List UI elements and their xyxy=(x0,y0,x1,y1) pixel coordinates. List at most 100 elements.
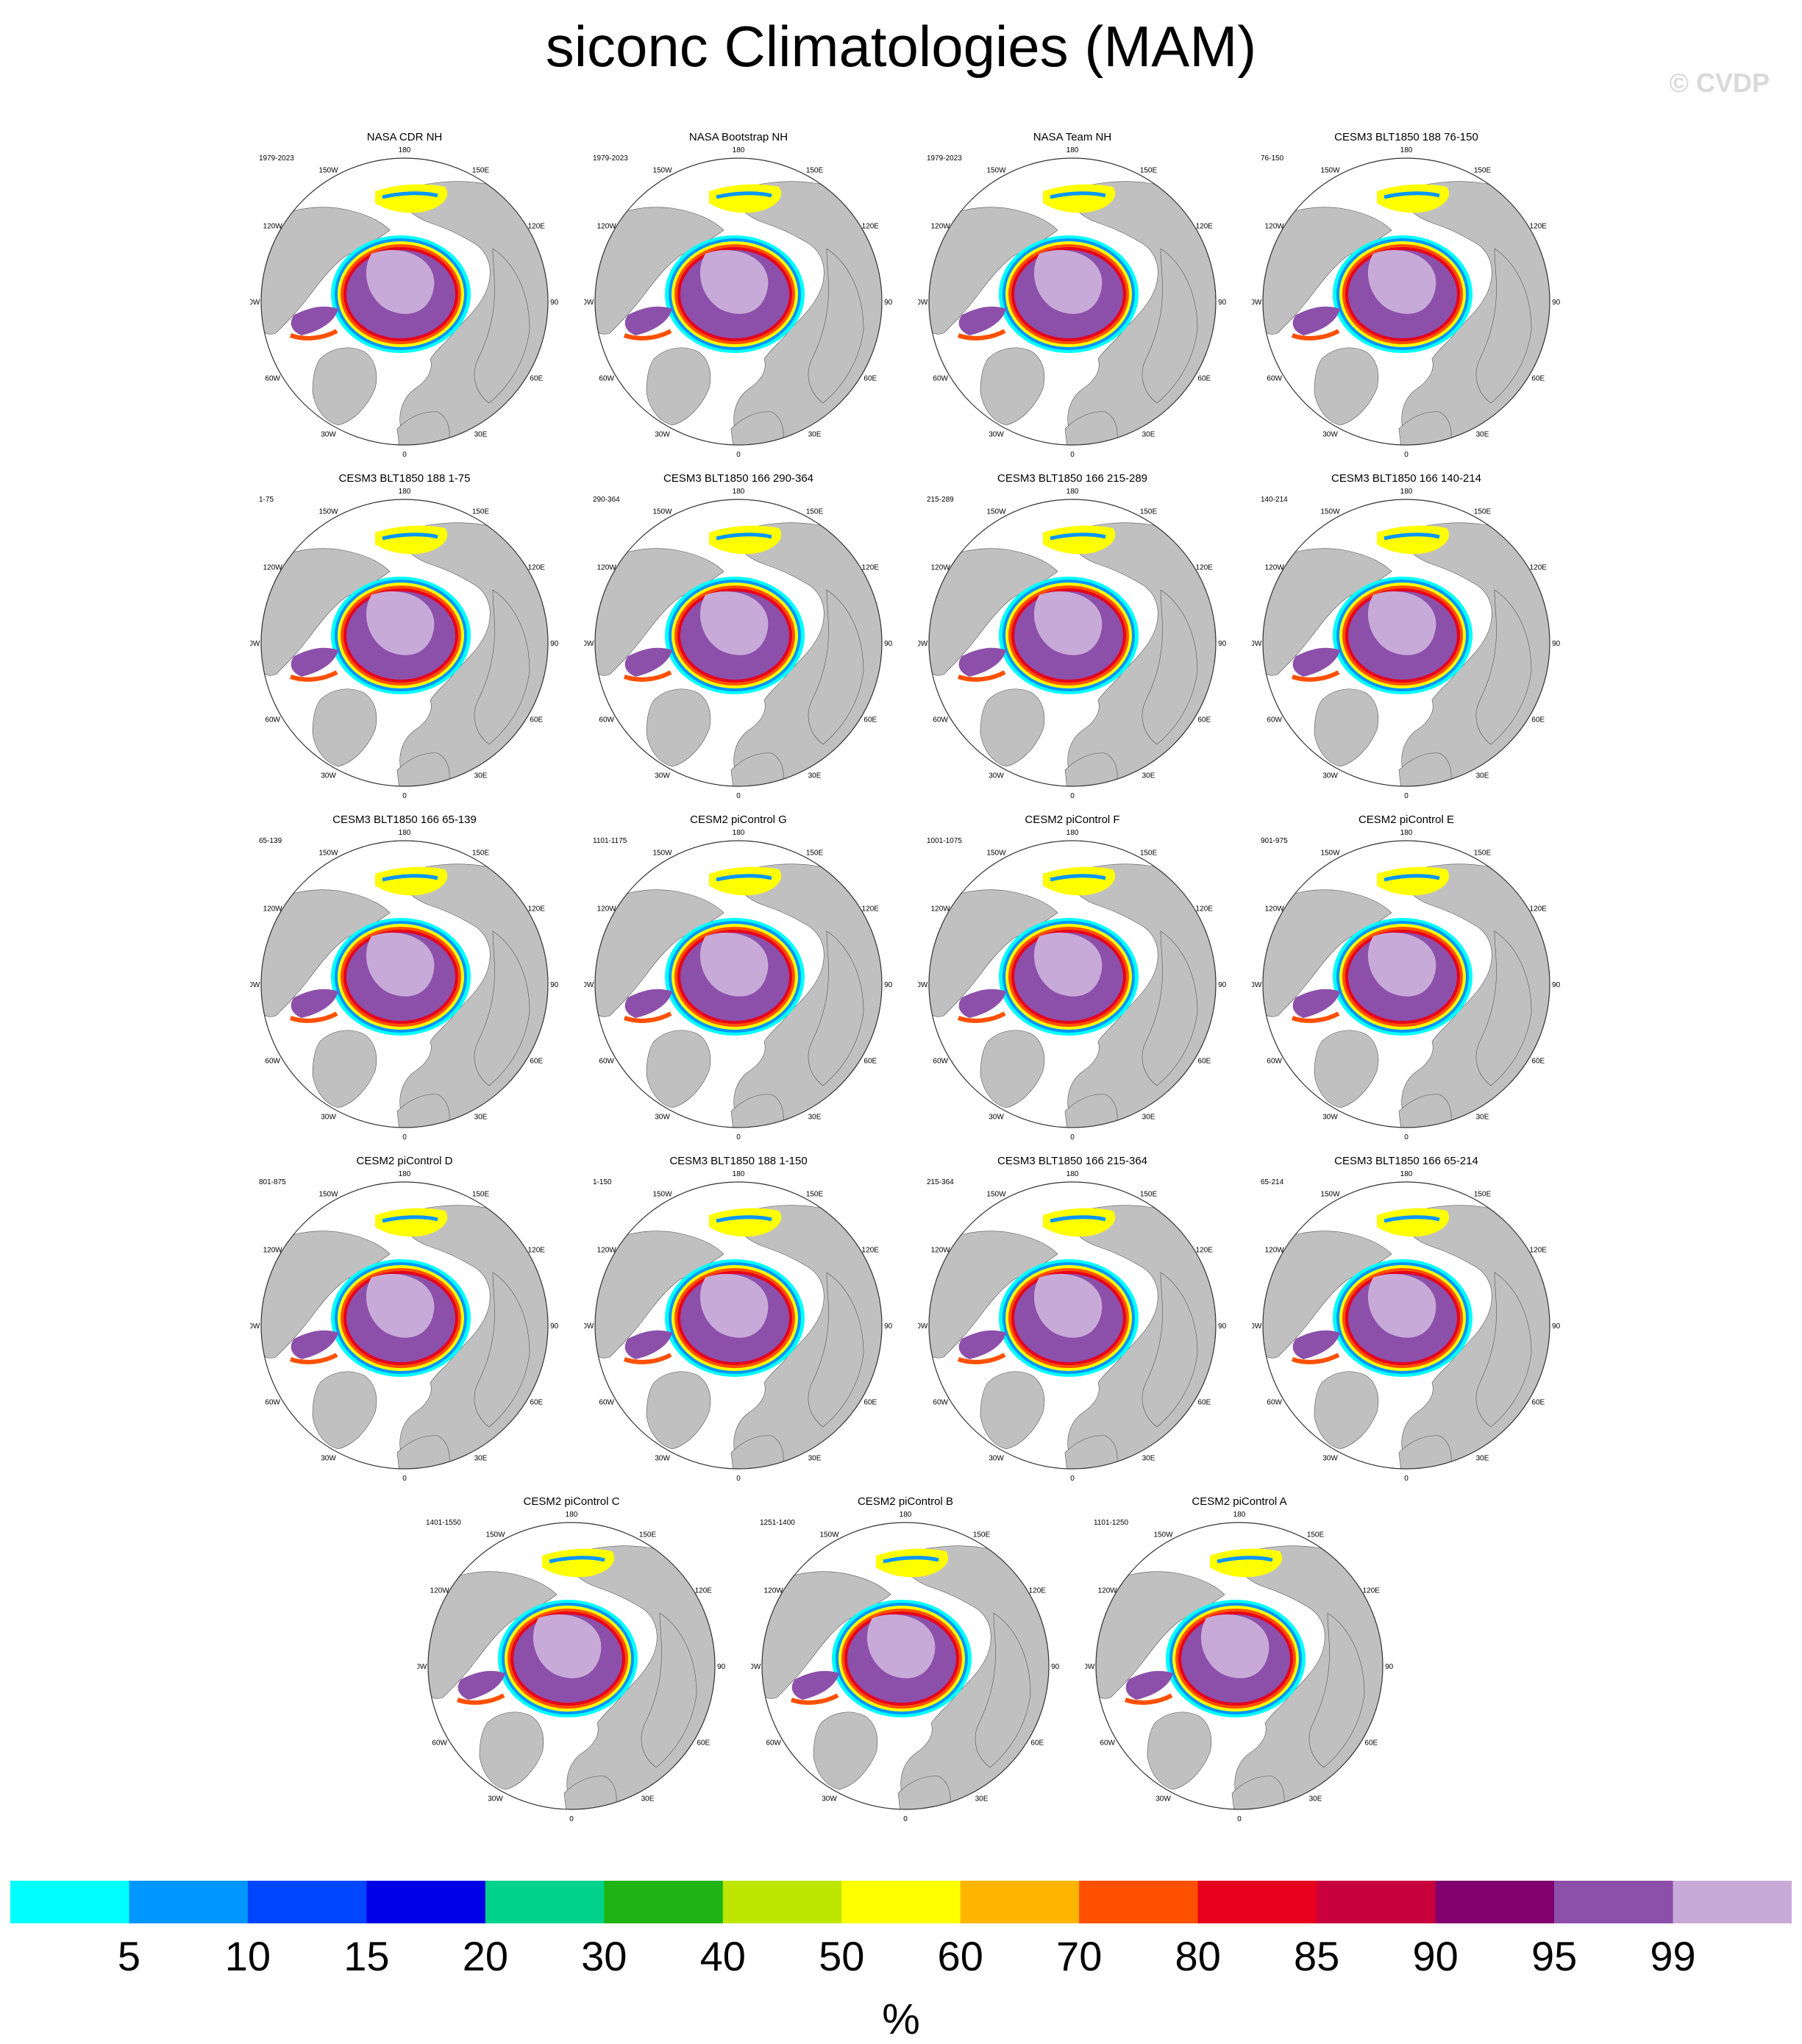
map-panel: CESM3 BLT1850 166 65-139 180 150E 120E 90E 60… xyxy=(250,813,559,1144)
polar-map: 180 150E 120E 90E 60E 30E 0 30W 60W 90W 120W 150W 14… xyxy=(417,1511,726,1823)
longitude-label: 150E xyxy=(472,167,490,175)
period-label: 1251-1400 xyxy=(760,1519,795,1527)
longitude-label: 30W xyxy=(655,430,670,438)
colorbar-swatch xyxy=(722,1881,842,1923)
longitude-label: 120W xyxy=(430,1587,450,1595)
polar-map: 180 150E 120E 90E 60E 30E 0 30W 60W 90W 120W 150W 76… xyxy=(1252,146,1561,459)
ice-pacific xyxy=(876,1548,949,1578)
polar-map: 180 150E 120E 90E 60E 30E 0 30W 60W 90W 120W 150W 11… xyxy=(584,829,893,1142)
longitude-label: 180 xyxy=(1400,1170,1413,1178)
longitude-label: 120W xyxy=(597,1247,617,1255)
ice-edge xyxy=(382,874,438,882)
land-mass xyxy=(1142,930,1198,1086)
ice-tongue xyxy=(791,1670,839,1700)
longitude-label: 90W xyxy=(584,1322,594,1331)
colorbar-tick-label: 60 xyxy=(938,1933,983,1979)
longitude-label: 120E xyxy=(528,905,546,914)
ice-edge xyxy=(716,191,772,199)
longitude-label: 0 xyxy=(903,1815,908,1823)
land-mass xyxy=(479,1712,544,1790)
longitude-label: 60W xyxy=(1267,716,1282,724)
period-label: 1001-1075 xyxy=(927,837,962,845)
land-mass xyxy=(929,889,1058,1017)
land-mass xyxy=(312,688,377,767)
longitude-label: 150W xyxy=(1320,1191,1340,1199)
longitude-label: 90W xyxy=(250,1322,260,1331)
polar-map: 180 150E 120E 90E 60E 30E 0 30W 60W 90W 120W 150W 65… xyxy=(250,829,559,1142)
longitude-label: 30W xyxy=(989,430,1004,438)
ice-edge xyxy=(1050,191,1106,199)
ice-pacific xyxy=(709,184,782,213)
longitude-label: 60W xyxy=(599,375,614,383)
ice-tongue xyxy=(457,1670,505,1700)
longitude-label: 0 xyxy=(569,1815,574,1823)
longitude-label: 150E xyxy=(639,1531,657,1539)
land-mass xyxy=(813,1712,878,1790)
longitude-label: 90E xyxy=(550,981,559,989)
longitude-label: 120E xyxy=(1530,564,1548,572)
land-mass xyxy=(595,1231,724,1358)
period-label: 140-214 xyxy=(1261,496,1288,504)
land-mass xyxy=(563,1776,617,1809)
longitude-label: 120E xyxy=(1196,223,1214,231)
page-title: siconc Climatologies (MAM) xyxy=(545,14,1257,79)
longitude-label: 60W xyxy=(933,1058,948,1066)
ice-edge xyxy=(716,1215,772,1223)
period-label: 290-364 xyxy=(593,496,620,504)
ice-edge xyxy=(1292,1011,1340,1023)
ice-edge xyxy=(624,670,672,682)
land-mass xyxy=(980,1030,1045,1108)
land-mass xyxy=(808,930,864,1086)
longitude-label: 120E xyxy=(1196,564,1214,572)
longitude-label: 90W xyxy=(250,640,260,648)
longitude-label: 120W xyxy=(1265,905,1285,914)
colorbar-tick-label: 70 xyxy=(1056,1933,1102,1979)
colorbar-tick-label: 30 xyxy=(581,1933,627,1979)
period-label: 1979-2023 xyxy=(927,154,962,163)
polar-map: 180 150E 120E 90E 60E 30E 0 30W 60W 90W 120W 150W 21… xyxy=(918,1170,1227,1483)
longitude-label: 60W xyxy=(1267,1399,1282,1407)
longitude-label: 60E xyxy=(1197,375,1211,383)
land-mass xyxy=(1398,752,1452,786)
land-mass xyxy=(897,1776,951,1809)
longitude-label: 120W xyxy=(597,564,617,572)
longitude-label: 60E xyxy=(1531,716,1545,724)
ice-core xyxy=(1033,933,1103,997)
polar-map: 180 150E 120E 90E 60E 30E 0 30W 60W 90W 120W 150W 1-… xyxy=(250,488,559,800)
longitude-label: 30E xyxy=(474,1113,488,1121)
ice-edge xyxy=(457,1693,505,1705)
land-mass xyxy=(1308,1612,1365,1768)
longitude-label: 90E xyxy=(1552,981,1561,989)
longitude-label: 120W xyxy=(1098,1587,1118,1595)
land-mass xyxy=(396,1094,450,1128)
longitude-label: 120E xyxy=(528,223,546,231)
ice-pacific xyxy=(1043,184,1116,213)
land-mass xyxy=(980,1371,1045,1450)
map-boundary xyxy=(260,157,549,446)
longitude-label: 180 xyxy=(733,829,745,837)
longitude-label: 60W xyxy=(933,716,948,724)
map-panel: CESM2 piControl G 180 150E 120E 90E 60E 30E 0 30… xyxy=(584,813,893,1144)
longitude-label: 120E xyxy=(1530,905,1548,914)
land-mass xyxy=(1064,1094,1118,1128)
panel-title: CESM2 piControl C xyxy=(523,1495,620,1508)
colorbar-swatch xyxy=(129,1881,249,1923)
ice-edge xyxy=(1050,874,1106,882)
longitude-label: 30E xyxy=(975,1795,989,1803)
panel-title: CESM3 BLT1850 166 290-364 xyxy=(663,472,814,485)
longitude-label: 150W xyxy=(986,1191,1006,1199)
longitude-label: 90W xyxy=(751,1663,761,1671)
polar-map: 180 150E 120E 90E 60E 30E 0 30W 60W 90W 120W 150W 11… xyxy=(1085,1511,1394,1823)
ice-edge xyxy=(290,329,338,341)
ice-core xyxy=(366,933,435,997)
ice-pacific xyxy=(375,1208,448,1237)
longitude-label: 150W xyxy=(652,167,672,175)
panel-title: CESM2 piControl D xyxy=(356,1155,453,1167)
colorbar-swatch xyxy=(1197,1881,1317,1923)
longitude-label: 120E xyxy=(862,905,880,914)
ice-edge xyxy=(1292,1353,1340,1364)
ice-pacific xyxy=(1043,1208,1116,1237)
period-label: 215-364 xyxy=(927,1178,954,1186)
period-label: 1401-1550 xyxy=(426,1519,461,1527)
longitude-label: 150E xyxy=(1307,1531,1325,1539)
